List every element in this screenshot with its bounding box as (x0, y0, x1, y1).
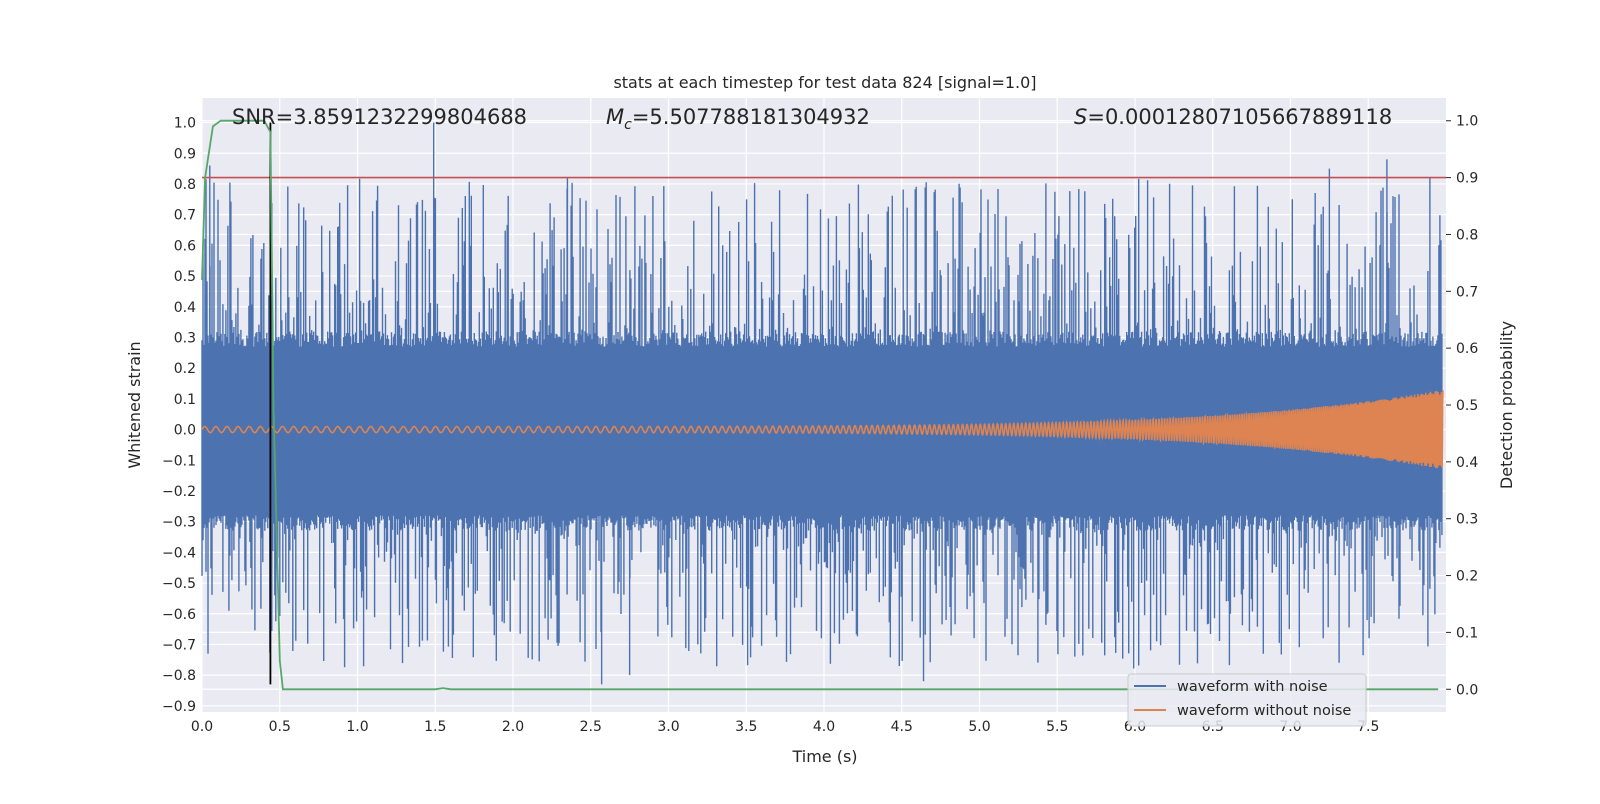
y-tick-label: 0.5 (174, 269, 196, 285)
y2-tick-label: 0.8 (1456, 227, 1478, 243)
y-tick-label: 1.0 (174, 116, 196, 132)
y-tick-label: −0.9 (162, 699, 196, 715)
y-tick-label: 0.0 (174, 423, 196, 439)
y-tick-label: 0.1 (174, 392, 196, 408)
waveform-without-noise-series (201, 390, 1444, 469)
overlays (201, 119, 1446, 691)
y-tick-label: 0.3 (174, 330, 196, 346)
y2-axis-label: Detection probability (1497, 321, 1516, 489)
y2-tick-label: 1.0 (1456, 114, 1478, 130)
legend: waveform with noise waveform without noi… (1127, 673, 1367, 727)
y2-tick-label: 0.5 (1456, 398, 1478, 414)
y-tick-label: 0.6 (174, 238, 196, 254)
s-annotation: S=0.00012807105667889118 (1074, 105, 1392, 129)
y-tick-label: −0.5 (162, 576, 196, 592)
y2-tick-label: 0.0 (1456, 682, 1478, 698)
right-y-axis-ticks: 1.0 0.9 0.8 0.7 0.6 0.5 0.4 0.3 0.2 0.1 0.0 (1446, 114, 1478, 698)
x-tick-label: 1.0 (346, 719, 368, 735)
y-tick-label: −0.2 (162, 484, 196, 500)
chirp-mass-annotation: Mc=5.507788181304932 (606, 105, 870, 133)
x-tick-label: 0.5 (269, 719, 291, 735)
waveform-with-noise-series (201, 122, 1443, 685)
y-tick-label: 0.2 (174, 361, 196, 377)
x-tick-label: 5.5 (1046, 719, 1068, 735)
y-tick-label: −0.1 (162, 453, 196, 469)
legend-label-noise: waveform with noise (1177, 679, 1328, 695)
y2-tick-label: 0.9 (1456, 171, 1478, 187)
y2-tick-label: 0.2 (1456, 569, 1478, 585)
y-tick-label: −0.6 (162, 607, 196, 623)
x-tick-label: 2.5 (580, 719, 602, 735)
y2-tick-label: 0.3 (1456, 512, 1478, 528)
legend-box (1127, 673, 1367, 727)
left-y-axis-ticks: 1.0 0.9 0.8 0.7 0.6 0.5 0.4 0.3 0.2 0.1 0.0 −0.1 −0.… (162, 116, 196, 715)
x-axis-label: Time (s) (791, 747, 857, 766)
y-tick-label: 0.7 (174, 208, 196, 224)
x-tick-label: 3.0 (657, 719, 679, 735)
y-tick-label: −0.8 (162, 668, 196, 684)
y-tick-label: 0.8 (174, 177, 196, 193)
x-tick-label: 3.5 (735, 719, 757, 735)
x-tick-label: 2.0 (502, 719, 524, 735)
snr-annotation: SNR=3.8591232299804688 (232, 105, 527, 129)
chart-title: stats at each timestep for test data 824… (613, 73, 1036, 92)
x-tick-label: 1.5 (424, 719, 446, 735)
detection-probability-line (201, 119, 1439, 691)
y2-tick-label: 0.4 (1456, 455, 1478, 471)
y-tick-label: −0.7 (162, 637, 196, 653)
x-tick-label: 5.0 (968, 719, 990, 735)
y2-tick-label: 0.1 (1456, 625, 1478, 641)
y-tick-label: −0.3 (162, 515, 196, 531)
y-axis-label: Whitened strain (125, 341, 144, 468)
y-tick-label: −0.4 (162, 545, 196, 561)
chirp-path (201, 390, 1444, 469)
y2-tick-label: 0.7 (1456, 284, 1478, 300)
x-tick-label: 4.5 (891, 719, 913, 735)
x-tick-label: 4.0 (813, 719, 835, 735)
x-axis-ticks: 0.0 0.5 1.0 1.5 2.0 2.5 3.0 3.5 4.0 4.5 5.0 5.5 6.0 6… (191, 719, 1380, 735)
x-tick-label: 0.0 (191, 719, 213, 735)
y-tick-label: 0.4 (174, 300, 196, 316)
y-tick-label: 0.9 (174, 146, 196, 162)
legend-label-clean: waveform without noise (1177, 703, 1351, 719)
y2-tick-label: 0.6 (1456, 341, 1478, 357)
